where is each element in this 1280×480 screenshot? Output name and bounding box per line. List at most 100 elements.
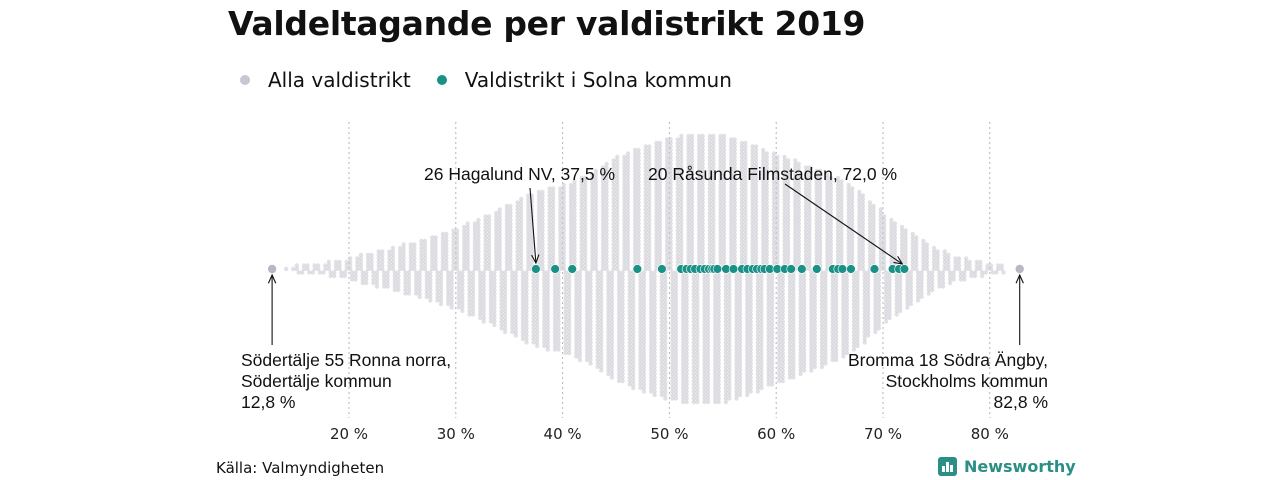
district-point	[867, 221, 873, 226]
district-point	[673, 396, 679, 401]
legend-item-all[interactable]: Alla valdistrikt	[240, 68, 411, 92]
district-point	[631, 322, 636, 328]
district-point	[584, 308, 590, 314]
district-point	[636, 168, 641, 174]
district-point	[301, 266, 307, 272]
district-point	[627, 361, 632, 366]
district-point	[563, 343, 568, 349]
district-point	[472, 238, 478, 244]
district-point	[899, 228, 905, 233]
district-point	[652, 305, 657, 310]
district-point	[577, 350, 583, 356]
district-point	[606, 305, 611, 310]
district-point	[807, 175, 812, 181]
district-point	[764, 179, 769, 184]
district-point	[406, 287, 412, 293]
district-point	[568, 259, 574, 265]
district-point	[817, 168, 823, 174]
district-point	[654, 210, 659, 216]
district-point	[668, 210, 673, 216]
district-point	[577, 294, 583, 300]
district-point	[438, 277, 444, 282]
district-point	[483, 235, 488, 240]
district-point	[531, 273, 536, 279]
district-point	[668, 214, 673, 219]
district-point	[711, 210, 716, 216]
district-point	[609, 305, 615, 310]
district-point	[679, 242, 684, 247]
district-point	[844, 308, 850, 314]
district-point	[889, 231, 894, 237]
district-point	[627, 301, 632, 307]
district-point	[673, 298, 679, 303]
district-point	[684, 378, 689, 384]
district-point	[791, 280, 796, 286]
district-point	[461, 231, 467, 237]
district-point	[648, 329, 654, 335]
district-point	[764, 161, 769, 167]
district-point	[823, 294, 828, 300]
district-point	[860, 221, 866, 226]
district-point	[396, 273, 401, 279]
district-point	[444, 235, 449, 240]
district-point	[755, 326, 761, 331]
district-point	[593, 249, 599, 254]
district-point	[641, 270, 647, 275]
legend-item-solna[interactable]: Valdistrikt i Solna kommun	[436, 68, 732, 92]
district-point	[814, 182, 819, 188]
district-point	[609, 343, 615, 349]
district-point	[526, 221, 531, 226]
district-point	[513, 305, 518, 310]
district-point	[584, 333, 590, 338]
district-point	[558, 189, 563, 195]
district-point	[552, 340, 558, 345]
district-point	[401, 263, 406, 268]
district-point	[654, 179, 659, 184]
district-point	[663, 385, 668, 391]
district-point	[670, 270, 675, 275]
district-point	[673, 385, 679, 391]
district-point	[711, 140, 716, 146]
district-point	[743, 214, 748, 219]
district-point	[638, 280, 643, 286]
district-point	[689, 238, 695, 244]
district-point	[716, 343, 721, 349]
district-point	[728, 231, 734, 237]
district-point	[664, 259, 670, 265]
district-point	[595, 343, 600, 349]
district-point	[734, 287, 739, 293]
district-point	[561, 231, 567, 237]
district-point	[814, 249, 819, 254]
district-point	[718, 196, 723, 202]
district-point	[636, 245, 641, 251]
district-point	[689, 245, 695, 251]
district-point	[417, 294, 422, 300]
district-point	[664, 252, 670, 258]
district-point	[593, 235, 599, 240]
district-point	[771, 189, 777, 195]
district-point	[796, 231, 801, 237]
district-point	[814, 196, 819, 202]
district-point	[791, 354, 796, 359]
district-point	[839, 214, 844, 219]
district-point	[721, 210, 727, 216]
district-point	[737, 364, 743, 370]
district-point	[892, 242, 898, 247]
district-point	[663, 280, 668, 286]
district-point	[707, 242, 713, 247]
district-point	[732, 144, 737, 149]
district-point	[689, 242, 695, 247]
district-point	[542, 301, 547, 307]
district-point	[611, 172, 616, 177]
district-point	[723, 319, 729, 324]
district-point	[787, 294, 793, 300]
district-point	[679, 228, 684, 233]
district-point	[574, 298, 579, 303]
district-point	[364, 280, 369, 286]
district-point	[508, 228, 513, 233]
district-point	[743, 179, 748, 184]
district-point	[866, 326, 871, 331]
district-point	[759, 378, 764, 384]
district-point	[807, 263, 812, 268]
district-point	[851, 294, 857, 300]
